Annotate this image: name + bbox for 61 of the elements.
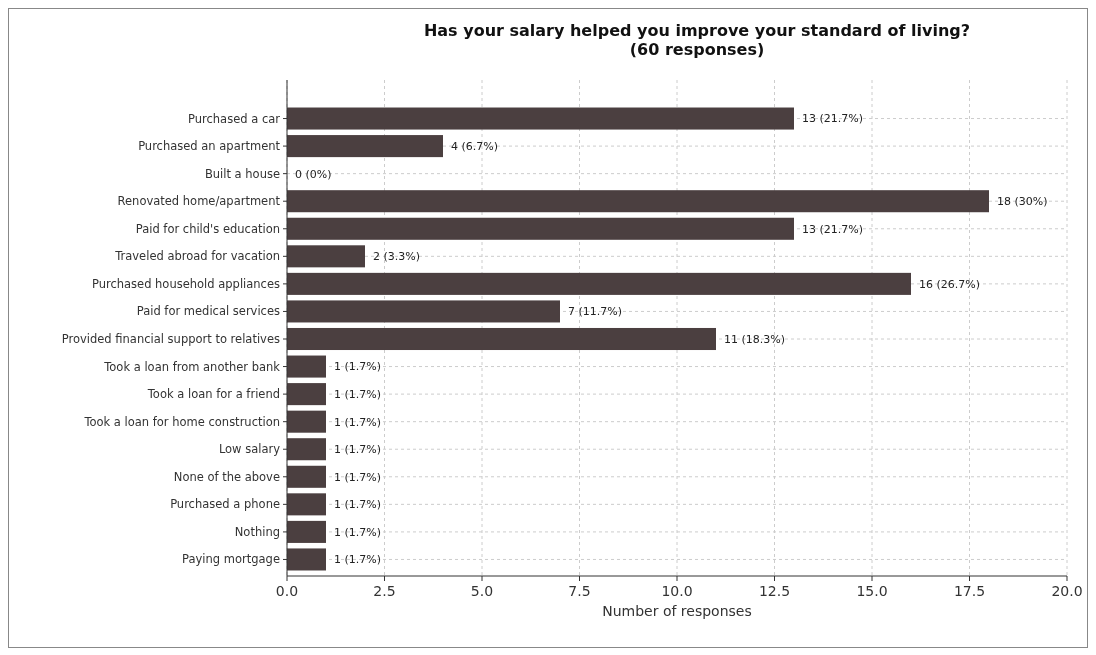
data-label: 1 (1.7%) — [334, 553, 382, 567]
data-label: 13 (21.7%) — [802, 222, 864, 236]
x-tick-label: 15.0 — [856, 583, 888, 599]
y-tick-label: Provided financial support to relatives — [61, 332, 280, 347]
y-tick-label: Nothing — [234, 524, 280, 539]
data-label: 11 (18.3%) — [724, 332, 786, 346]
y-tick-label: Purchased an apartment — [138, 139, 281, 154]
data-label: 4 (6.7%) — [451, 139, 499, 153]
data-label: 1 (1.7%) — [334, 525, 382, 539]
bar — [287, 272, 911, 295]
y-tick-label: Paying mortgage — [182, 552, 280, 567]
x-tick-label: 5.0 — [470, 583, 494, 599]
y-tick-label: Paid for medical services — [136, 304, 280, 319]
bar — [287, 520, 326, 543]
y-tick-label: Purchased a phone — [170, 497, 280, 512]
y-tick-label: Paid for child's education — [135, 221, 280, 236]
x-axis-title: Number of responses — [602, 603, 752, 619]
y-tick-label: Took a loan for home construction — [83, 414, 280, 429]
data-label: 16 (26.7%) — [919, 277, 981, 291]
bar — [287, 300, 560, 323]
bar — [287, 548, 326, 571]
data-label: 2 (3.3%) — [373, 250, 421, 264]
bar — [287, 217, 794, 240]
x-tick-label: 12.5 — [758, 583, 791, 599]
y-tick-label: Purchased household appliances — [91, 276, 281, 291]
x-tick-label: 17.5 — [953, 583, 986, 599]
y-tick-label: Built a house — [204, 166, 280, 181]
y-tick-label: Traveled abroad for vacation — [114, 249, 280, 264]
x-tick-label: 2.5 — [373, 583, 396, 599]
data-label: 1 (1.7%) — [334, 415, 382, 429]
y-tick-label: Purchased a car — [188, 111, 281, 126]
x-tick-label: 10.0 — [661, 583, 693, 599]
x-tick-label: 7.5 — [568, 583, 591, 599]
bar — [287, 493, 326, 516]
bar — [287, 355, 326, 378]
data-label: 1 (1.7%) — [334, 470, 382, 484]
y-tick-label: Low salary — [218, 442, 281, 457]
data-label: 0 (0%) — [295, 167, 332, 181]
data-label: 7 (11.7%) — [568, 305, 623, 319]
bar — [287, 107, 794, 130]
y-tick-label: Took a loan from another bank — [103, 359, 281, 374]
data-label: 18 (30%) — [997, 195, 1048, 209]
data-label: 1 (1.7%) — [334, 360, 382, 374]
data-label: 1 (1.7%) — [334, 443, 382, 457]
x-tick-label: 20.0 — [1051, 583, 1083, 599]
bar — [287, 465, 326, 488]
y-tick-label: None of the above — [173, 469, 280, 484]
bar — [287, 410, 326, 433]
bar — [287, 190, 989, 213]
data-label: 13 (21.7%) — [802, 112, 864, 126]
bar — [287, 135, 443, 158]
data-label: 1 (1.7%) — [334, 498, 382, 512]
bar — [287, 438, 326, 461]
bar — [287, 383, 326, 406]
y-tick-label: Renovated home/apartment — [117, 194, 281, 209]
bar — [287, 327, 716, 351]
bar — [287, 245, 365, 268]
y-tick-label: Took a loan for a friend — [146, 387, 280, 402]
data-label: 1 (1.7%) — [334, 387, 382, 401]
x-tick-label: 0.0 — [275, 583, 299, 599]
chart-title: Has your salary helped you improve your standard of living? (60 responses) — [423, 21, 971, 59]
